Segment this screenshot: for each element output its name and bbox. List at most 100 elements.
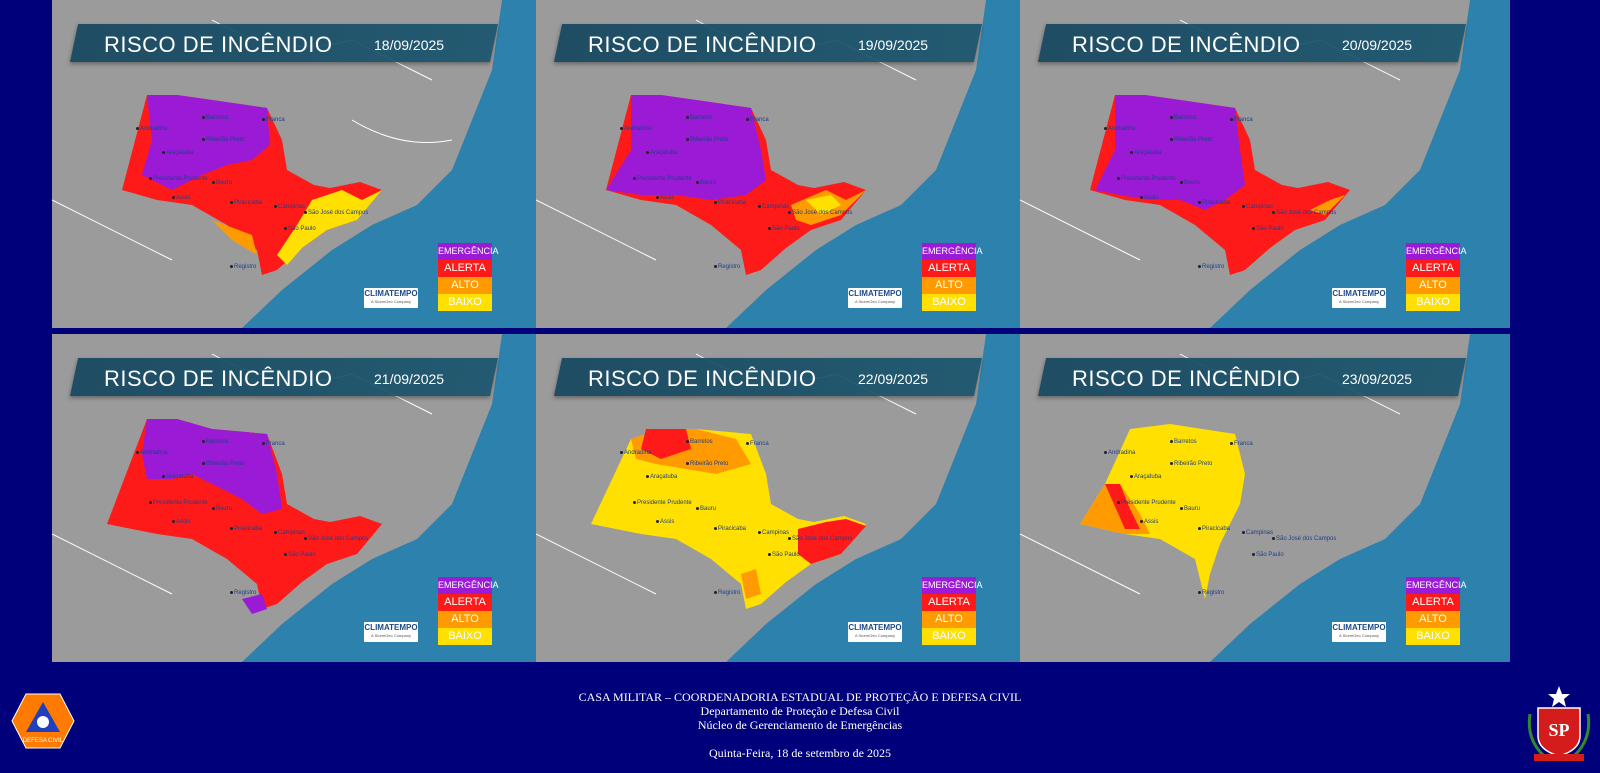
- city-label: Franca: [746, 441, 769, 447]
- city-label: Andradina: [136, 450, 167, 456]
- climatempo-sub: A StormGeo Company: [1338, 299, 1380, 304]
- climatempo-name: CLIMATEMPO: [848, 289, 902, 298]
- climatempo-sub: A StormGeo Company: [370, 299, 412, 304]
- city-label: Ribeirão Preto: [1170, 137, 1212, 143]
- panel-date: 20/09/2025: [1342, 37, 1413, 53]
- city-label: Piracicaba: [1198, 526, 1230, 532]
- legend-baixo: BAIXO: [438, 628, 492, 645]
- city-label: Barretos: [1170, 115, 1197, 121]
- city-label: Presidente Prudente: [1117, 176, 1176, 182]
- climatempo-name: CLIMATEMPO: [1332, 289, 1386, 298]
- city-label: Bauru: [212, 180, 232, 186]
- legend-alto: ALTO: [922, 611, 976, 628]
- city-label: Ribeirão Preto: [1170, 461, 1212, 467]
- city-label: Ribeirão Preto: [202, 461, 244, 467]
- city-label: Campinas: [1242, 204, 1273, 210]
- city-label: Registro: [1198, 590, 1224, 596]
- city-label: Ribeirão Preto: [686, 461, 728, 467]
- city-label: Presidente Prudente: [1117, 500, 1176, 506]
- city-label: Araçatuba: [646, 150, 677, 156]
- city-label: Assis: [172, 195, 190, 201]
- city-label: Barretos: [686, 439, 713, 445]
- legend-emergencia: EMERGÊNCIA: [922, 577, 983, 594]
- city-label: Piracicaba: [230, 526, 262, 532]
- city-label: Andradina: [620, 450, 651, 456]
- city-label: São José dos Campos: [788, 536, 852, 542]
- city-label: Registro: [714, 264, 740, 270]
- map-panel: RISCO DE INCÊNDIO 22/09/2025 EMERGÊNCIA …: [536, 334, 1026, 662]
- legend-alerta: ALERTA: [438, 594, 492, 611]
- panel-title: RISCO DE INCÊNDIO: [1072, 32, 1301, 57]
- defesa-civil-logo: DEFESA CIVIL: [11, 693, 75, 749]
- risk-legend: EMERGÊNCIA ALERTA ALTO BAIXO: [1406, 577, 1467, 645]
- city-label: Campinas: [758, 530, 789, 536]
- climatempo-sub: A StormGeo Company: [1338, 633, 1380, 638]
- city-label: Franca: [262, 117, 285, 123]
- footer-date: Quinta-Feira, 18 de setembro de 2025: [709, 746, 891, 760]
- climatempo-name: CLIMATEMPO: [848, 623, 902, 632]
- city-label: Bauru: [1180, 506, 1200, 512]
- panel-title: RISCO DE INCÊNDIO: [588, 32, 817, 57]
- panel-title: RISCO DE INCÊNDIO: [588, 366, 817, 391]
- map-grid: RISCO DE INCÊNDIO 18/09/2025 EMERGÊNCIA …: [52, 0, 1530, 662]
- city-label: São Paulo: [284, 226, 316, 232]
- legend-alto: ALTO: [1406, 611, 1460, 628]
- panel-date: 18/09/2025: [374, 37, 445, 53]
- city-label: Barretos: [202, 115, 229, 121]
- city-label: Campinas: [274, 204, 305, 210]
- city-label: Campinas: [1242, 530, 1273, 536]
- city-label: Andradina: [620, 126, 651, 132]
- city-label: Andradina: [136, 126, 167, 132]
- city-label: Registro: [714, 590, 740, 596]
- city-label: Barretos: [686, 115, 713, 121]
- city-label: Assis: [656, 195, 674, 201]
- panel-date: 21/09/2025: [374, 371, 445, 387]
- city-label: São Paulo: [1252, 226, 1284, 232]
- city-label: Araçatuba: [1130, 474, 1161, 480]
- climatempo-sub: A StormGeo Company: [370, 633, 412, 638]
- city-label: Andradina: [1104, 450, 1135, 456]
- legend-emergencia: EMERGÊNCIA: [438, 243, 499, 260]
- legend-baixo: BAIXO: [922, 628, 976, 645]
- city-label: Piracicaba: [714, 200, 746, 206]
- footer: CASA MILITAR – COORDENADORIA ESTADUAL DE…: [0, 690, 1600, 760]
- legend-alerta: ALERTA: [1406, 260, 1460, 277]
- legend-baixo: BAIXO: [1406, 628, 1460, 645]
- city-label: Assis: [1140, 519, 1158, 525]
- climatempo-logo: CLIMATEMPO A StormGeo Company: [364, 622, 418, 642]
- city-label: Franca: [1230, 117, 1253, 123]
- climatempo-name: CLIMATEMPO: [1332, 623, 1386, 632]
- sp-state-emblem: SP: [1527, 686, 1591, 761]
- risk-legend: EMERGÊNCIA ALERTA ALTO BAIXO: [438, 577, 499, 645]
- climatempo-logo: CLIMATEMPO A StormGeo Company: [1332, 288, 1386, 308]
- sp-emblem-text: SP: [1548, 720, 1569, 740]
- panel-date: 19/09/2025: [858, 37, 929, 53]
- city-label: Bauru: [696, 180, 716, 186]
- panel-title: RISCO DE INCÊNDIO: [104, 32, 333, 57]
- map-panel: RISCO DE INCÊNDIO 18/09/2025 EMERGÊNCIA …: [52, 0, 542, 328]
- legend-emergencia: EMERGÊNCIA: [922, 243, 983, 260]
- city-label: Franca: [746, 117, 769, 123]
- legend-alerta: ALERTA: [922, 594, 976, 611]
- city-label: Campinas: [274, 530, 305, 536]
- climatempo-logo: CLIMATEMPO A StormGeo Company: [364, 288, 418, 308]
- city-label: Araçatuba: [162, 474, 193, 480]
- city-label: Registro: [230, 590, 256, 596]
- city-label: Bauru: [1180, 180, 1200, 186]
- legend-alto: ALTO: [438, 611, 492, 628]
- city-label: Registro: [230, 264, 256, 270]
- city-label: Araçatuba: [646, 474, 677, 480]
- city-label: Presidente Prudente: [633, 176, 692, 182]
- climatempo-name: CLIMATEMPO: [364, 623, 418, 632]
- legend-alto: ALTO: [922, 277, 976, 294]
- city-label: Piracicaba: [230, 200, 262, 206]
- legend-emergencia: EMERGÊNCIA: [1406, 577, 1467, 594]
- map-panel: RISCO DE INCÊNDIO 20/09/2025 EMERGÊNCIA …: [1020, 0, 1510, 328]
- legend-emergencia: EMERGÊNCIA: [438, 577, 499, 594]
- climatempo-sub: A StormGeo Company: [854, 633, 896, 638]
- legend-baixo: BAIXO: [922, 294, 976, 311]
- climatempo-name: CLIMATEMPO: [364, 289, 418, 298]
- city-label: Assis: [656, 519, 674, 525]
- city-label: São Paulo: [284, 552, 316, 558]
- city-label: Piracicaba: [714, 526, 746, 532]
